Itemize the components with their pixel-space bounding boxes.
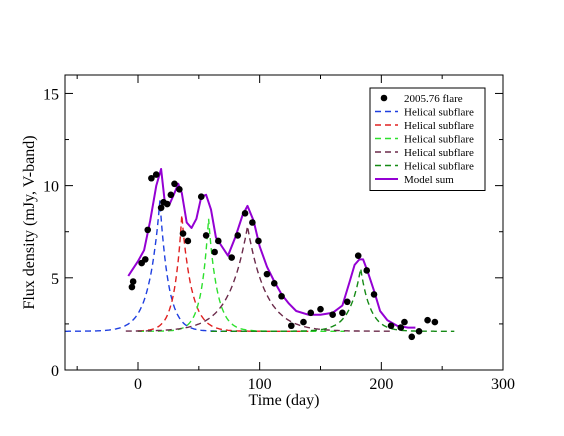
axes: 0 100 200 300 0 5 10 15 bbox=[43, 75, 515, 393]
y-axis-label: Flux density (mJy, V-band) bbox=[21, 135, 38, 309]
observed-point bbox=[228, 254, 235, 261]
legend-label: Helical subflare bbox=[404, 134, 474, 146]
x-tick-label: 200 bbox=[369, 376, 393, 393]
observed-point bbox=[370, 291, 378, 298]
observed-point bbox=[415, 327, 423, 335]
observed-point bbox=[431, 318, 439, 326]
observed-point bbox=[176, 186, 183, 193]
observed-point bbox=[363, 267, 371, 274]
observed-point bbox=[401, 318, 408, 326]
legend-label: 2005.76 flare bbox=[404, 93, 463, 105]
observed-point bbox=[167, 191, 175, 199]
x-tick-label: 0 bbox=[134, 376, 142, 393]
x-axis-label: Time (day) bbox=[249, 392, 320, 409]
y-tick-label: 5 bbox=[51, 271, 59, 288]
observed-point bbox=[215, 237, 222, 245]
y-tick-label: 0 bbox=[51, 363, 59, 380]
observed-point bbox=[142, 256, 149, 263]
legend-label: Model sum bbox=[404, 174, 454, 186]
observed-point bbox=[300, 318, 307, 326]
subflare-curve-3 bbox=[138, 218, 345, 332]
observed-point bbox=[278, 292, 285, 300]
observed-point bbox=[329, 311, 336, 318]
observed-point bbox=[307, 309, 315, 317]
observed-point bbox=[397, 324, 405, 331]
observed-point bbox=[255, 237, 262, 245]
observed-point bbox=[179, 230, 187, 237]
legend-marker-observed bbox=[380, 94, 388, 102]
legend-label: Helical subflare bbox=[404, 120, 474, 132]
legend-label: Helical subflare bbox=[404, 147, 474, 159]
observed-point bbox=[408, 333, 416, 341]
x-tick-label: 100 bbox=[248, 376, 272, 393]
subflare-curve-4 bbox=[125, 226, 394, 332]
observed-point bbox=[128, 283, 136, 291]
subflare-curve-2 bbox=[137, 215, 309, 332]
observed-point bbox=[339, 309, 346, 317]
observed-point bbox=[424, 316, 431, 324]
legend-box bbox=[369, 87, 486, 191]
observed-point bbox=[234, 232, 242, 239]
observed-point bbox=[144, 226, 152, 234]
observed-point bbox=[343, 298, 351, 306]
observed-point bbox=[241, 209, 249, 217]
y-tick-label: 10 bbox=[43, 179, 59, 196]
x-tick-label: 300 bbox=[491, 376, 515, 393]
observed-point bbox=[184, 237, 192, 245]
observed-point bbox=[288, 322, 295, 330]
observed-point bbox=[148, 174, 155, 182]
observed-point bbox=[387, 322, 395, 330]
legend-label: Helical subflare bbox=[404, 161, 474, 173]
y-tick-label: 15 bbox=[43, 86, 59, 103]
subflare-curve-5 bbox=[211, 268, 455, 332]
observed-point bbox=[157, 204, 165, 212]
observed-point bbox=[211, 248, 218, 256]
plot-frame bbox=[64, 74, 504, 371]
observed-point bbox=[152, 171, 160, 178]
legend-label: Helical subflare bbox=[404, 107, 474, 119]
observed-point bbox=[354, 252, 362, 259]
observed-point bbox=[317, 305, 324, 313]
subflare-curve-1 bbox=[65, 200, 297, 332]
observed-point bbox=[270, 280, 278, 287]
observed-point bbox=[263, 270, 271, 278]
observed-point bbox=[129, 278, 137, 285]
plot-area bbox=[65, 168, 455, 341]
observed-point bbox=[171, 180, 178, 188]
observed-point bbox=[163, 200, 171, 208]
observed-point bbox=[197, 193, 205, 200]
observed-point bbox=[202, 232, 210, 239]
observed-point bbox=[249, 219, 256, 226]
